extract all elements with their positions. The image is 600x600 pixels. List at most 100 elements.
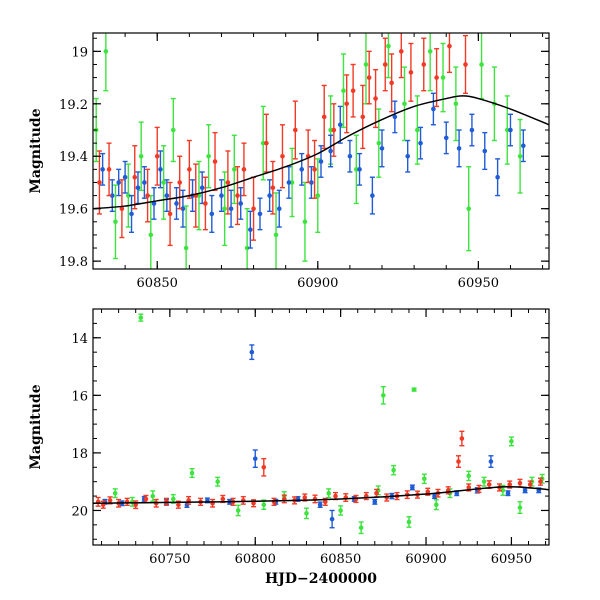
top-series-layer [93,33,526,269]
blue-data-point [418,140,423,146]
red-data-point [176,502,181,508]
blue-data-point [299,167,305,172]
green-data-point [433,502,439,508]
green-data-point [517,505,523,510]
green-data-point [363,62,369,67]
red-data-point [527,482,533,487]
green-data-point [304,511,309,516]
red-data-point [280,153,285,159]
red-data-point [360,114,366,120]
red-data-point [302,495,308,500]
red-data-point [374,490,379,496]
red-data-point [447,43,452,49]
red-data-point [312,167,317,172]
blue-data-point [508,127,513,133]
red-data-point [398,49,404,54]
blue-data-point [431,106,436,112]
blue-data-point [199,185,205,191]
green-data-point [354,167,359,172]
red-data-point [463,62,468,67]
green-data-point [112,490,118,496]
green-data-point [170,127,176,133]
red-data-point [241,167,247,172]
bottom-axis-ticks: 60750 60800 60850 60900 60950 14 16 18 20 [71,308,549,567]
blue-data-point [456,146,462,151]
red-data-point [344,101,349,107]
red-data-point [331,127,337,133]
blue-data-point [180,206,186,211]
blue-data-point [249,349,255,355]
x-tick-label: 60950 [491,552,532,567]
blue-data-point [267,193,272,198]
red-data-point [486,482,492,487]
red-data-point [366,75,372,80]
top-series-blue [100,92,526,249]
green-data-point [273,232,279,238]
red-data-point [212,159,218,164]
blue-data-point [142,180,147,185]
blue-data-point [410,485,415,490]
top-series-red [96,33,469,247]
x-tick-label: 60800 [235,552,276,567]
red-data-point [154,153,160,159]
red-data-point [203,201,208,206]
blue-data-point [164,193,170,198]
red-data-point [264,140,269,146]
blue-data-point [372,499,378,505]
blue-data-point [252,456,258,461]
green-data-point [235,508,241,513]
green-data-point [406,519,412,525]
bottom-panel: 60750 60800 60850 60900 60950 14 16 18 20 Magnit… [28,308,550,587]
green-data-point [422,476,427,482]
green-data-point [415,127,420,133]
green-data-point [517,153,523,159]
blue-data-point [329,516,335,522]
bottom-series-layer [95,313,545,535]
bottom-model-curve [93,486,549,505]
red-data-point [507,482,513,487]
green-data-point [411,387,417,392]
red-data-point [373,96,378,101]
green-data-point [315,193,321,198]
blue-data-point [286,180,292,185]
y-tick-label: 19.8 [59,255,88,270]
red-data-point [382,62,388,67]
blue-data-point [521,143,526,149]
blue-data-point [488,459,494,464]
green-data-point [466,206,472,211]
y-tick-label: 19.2 [59,98,88,113]
blue-data-point [248,227,253,232]
blue-data-point [109,193,115,198]
blue-data-point [328,148,333,154]
bottom-series-green [112,313,545,535]
blue-data-point [100,167,105,172]
green-data-point [189,470,195,476]
green-data-point [206,153,211,159]
y-tick-label: 19.4 [59,150,88,165]
top-model-curve-layer [93,95,549,210]
x-tick-label: 60900 [405,552,446,567]
green-data-point [427,49,433,54]
blue-data-point [219,193,224,198]
green-data-point [126,193,131,198]
green-data-point [148,232,154,238]
green-data-point [326,490,331,496]
red-data-point [220,496,226,502]
green-data-point [466,473,472,479]
blue-data-point [379,146,385,151]
red-data-point [177,180,183,185]
blue-data-point [129,211,134,217]
blue-data-point [158,167,163,172]
red-data-point [270,185,276,191]
blue-data-point [370,193,375,198]
red-data-point [251,206,256,211]
x-tick-label: 60900 [297,276,338,291]
y-tick-label: 18 [71,447,88,462]
y-tick-label: 19.6 [59,203,88,218]
blue-data-point [174,201,179,206]
blue-data-point [276,206,282,211]
blue-data-point [228,206,234,211]
top-plot-frame [92,32,550,270]
green-data-point [302,219,308,225]
green-data-point [138,153,144,159]
